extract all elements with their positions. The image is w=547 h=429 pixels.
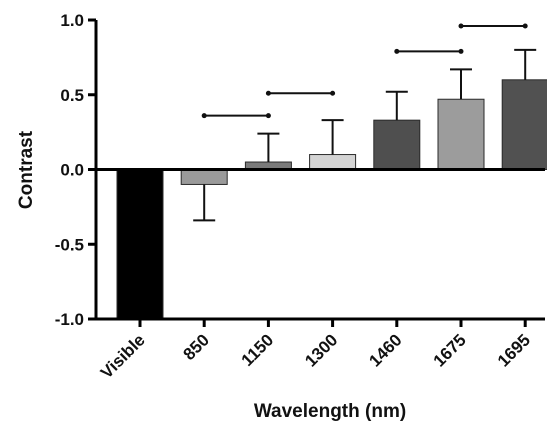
comparison-bracket-end-1150-1300-1 [330, 90, 336, 96]
comparison-bracket-end-850-1150-1 [265, 113, 271, 119]
error-bars-group [193, 48, 537, 222]
x-tick-label: 1675 [430, 330, 470, 370]
y-tick-label: 0.0 [60, 161, 84, 180]
x-tick-label: 1460 [365, 330, 405, 370]
bar-850 [180, 169, 228, 185]
y-tick-label: 1.0 [60, 11, 84, 30]
bars-group [116, 79, 547, 320]
bar-1695 [501, 79, 547, 170]
comparison-bracket-end-1460-1675-0 [394, 48, 400, 54]
axes-group [88, 18, 545, 327]
bar-1300 [309, 154, 357, 171]
comparison-brackets-group [201, 23, 528, 119]
y-tick-label: 0.5 [60, 86, 84, 105]
comparison-bracket-end-1675-1695-0 [458, 23, 464, 29]
y-tick-label: -1.0 [55, 310, 84, 329]
x-axis-title: Wavelength (nm) [254, 401, 406, 422]
x-tick-label: 850 [180, 330, 213, 363]
comparison-bracket-end-1150-1300-0 [265, 90, 271, 96]
comparison-bracket-end-1675-1695-1 [522, 23, 528, 29]
comparison-bracket-end-1460-1675-1 [458, 48, 464, 54]
bar-visible [116, 169, 164, 320]
x-tick-label: 1695 [494, 330, 534, 370]
bar-1460 [373, 119, 421, 170]
bar-1675 [437, 98, 485, 170]
comparison-bracket-end-850-1150-0 [201, 113, 207, 119]
x-tick-label: Visible [97, 330, 149, 382]
x-tick-label: 1150 [238, 330, 278, 370]
y-axis-title: Contrast [16, 130, 37, 209]
y-tick-label: -0.5 [55, 235, 84, 254]
x-tick-label: 1300 [301, 330, 341, 370]
